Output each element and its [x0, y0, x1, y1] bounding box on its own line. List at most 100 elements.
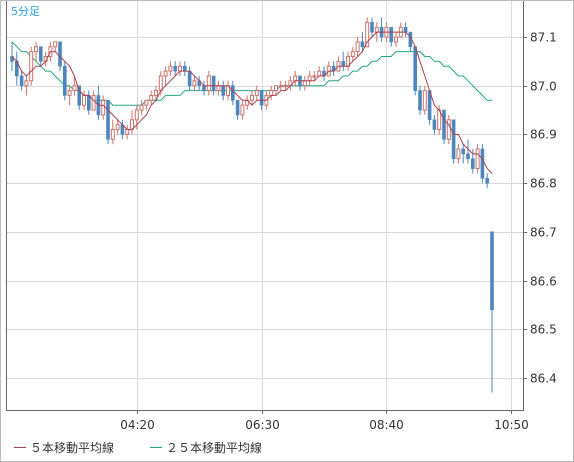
- candle-body-up: [91, 94, 96, 111]
- candle-body-up: [250, 94, 254, 101]
- candle: [355, 37, 360, 57]
- y-tick-label: 86.7: [530, 226, 557, 240]
- candle-body-down: [451, 119, 456, 160]
- candle-body-down: [480, 148, 485, 179]
- x-tick-label: 04:20: [120, 418, 155, 432]
- candle-body-down: [211, 75, 216, 91]
- candle: [206, 71, 211, 96]
- candlestick-series: [10, 17, 494, 393]
- candle: [418, 85, 422, 115]
- candle-body-up: [139, 104, 144, 111]
- candle: [350, 46, 355, 62]
- candle: [490, 231, 494, 393]
- x-tick-label: 10:50: [494, 418, 529, 432]
- candle: [231, 80, 235, 106]
- y-tick-label: 86.9: [530, 128, 557, 142]
- y-tick-label: 87.1: [530, 31, 557, 45]
- candle: [250, 90, 254, 106]
- candle-body-up: [317, 70, 322, 77]
- y-tick-label: 86.5: [530, 323, 557, 337]
- candle-body-down: [360, 41, 365, 48]
- candle-body-down: [235, 100, 240, 116]
- candle: [312, 71, 317, 81]
- candle-body-up: [168, 65, 173, 72]
- candle: [480, 144, 485, 184]
- candle-body-up: [24, 80, 29, 87]
- candle-body-up: [422, 90, 427, 111]
- candle-body-up: [307, 75, 312, 82]
- candle: [470, 149, 475, 174]
- candle-body-up: [72, 85, 77, 92]
- y-tick-label: 86.6: [530, 275, 557, 289]
- candle: [413, 46, 418, 96]
- candle-body-down: [106, 100, 110, 140]
- candle-body-up: [149, 94, 154, 101]
- candle: [38, 46, 43, 67]
- candle: [485, 173, 490, 188]
- candle: [115, 119, 120, 135]
- candle-body-down: [413, 46, 418, 91]
- candle-body-down: [62, 65, 67, 96]
- candle: [432, 114, 437, 135]
- y-tick-label: 86.4: [530, 372, 557, 386]
- candle-body-up: [134, 109, 139, 121]
- candle: [451, 119, 456, 164]
- candle-body-up: [350, 51, 355, 57]
- candle-body-up: [293, 75, 298, 82]
- candle-body-down: [77, 85, 81, 106]
- candle-body-up: [283, 85, 288, 88]
- candle: [192, 75, 197, 91]
- candle-body-up: [110, 129, 115, 140]
- candle-body-down: [485, 177, 490, 184]
- candle-body-up: [34, 46, 38, 53]
- candle: [168, 61, 173, 76]
- candle: [475, 144, 480, 174]
- candle: [67, 85, 72, 106]
- candle-body-up: [144, 99, 149, 106]
- candle-body-down: [202, 85, 206, 91]
- grid-lines: [6, 0, 527, 414]
- candle: [163, 66, 168, 86]
- candle-body-up: [163, 70, 168, 77]
- candle-body-down: [259, 90, 264, 106]
- candle: [53, 41, 58, 52]
- legend-label: ５本移動平均線: [30, 440, 114, 455]
- y-axis-tick-labels: 87.1 87.0 86.9 86.8 86.7 86.6 86.5 86.4: [530, 31, 557, 386]
- candle: [139, 100, 144, 115]
- candle: [360, 32, 365, 52]
- ma5-line: [11, 31, 493, 174]
- candle-body-up: [446, 119, 451, 140]
- candle-body-up: [456, 148, 461, 160]
- period-label: 5分足: [11, 5, 40, 18]
- candle-body-down: [87, 95, 91, 111]
- candle-body-up: [178, 65, 182, 72]
- candle: [19, 71, 24, 91]
- candle-body-down: [183, 65, 187, 72]
- candle-body-up: [365, 21, 370, 48]
- candle: [283, 80, 288, 91]
- candle-body-down: [442, 109, 446, 140]
- candle: [394, 32, 398, 47]
- candle: [274, 85, 278, 96]
- candle: [173, 61, 177, 76]
- candle-body-down: [10, 56, 14, 62]
- candle-body-up: [125, 129, 130, 135]
- candle-body-up: [269, 90, 274, 96]
- candle: [72, 75, 77, 96]
- candle: [389, 26, 394, 47]
- candle: [456, 144, 461, 164]
- candle-body-up: [475, 148, 480, 169]
- x-tick-label: 06:30: [245, 418, 280, 432]
- candle-body-up: [192, 80, 197, 87]
- candle-body-down: [490, 231, 494, 311]
- candle: [235, 100, 240, 120]
- candle: [240, 100, 245, 120]
- candle-body-up: [302, 80, 307, 87]
- candle-body-down: [418, 90, 422, 111]
- candle-body-up: [394, 36, 398, 43]
- candle: [427, 90, 432, 125]
- candle-body-down: [461, 148, 466, 155]
- candle: [106, 100, 110, 145]
- candle-body-down: [231, 85, 235, 101]
